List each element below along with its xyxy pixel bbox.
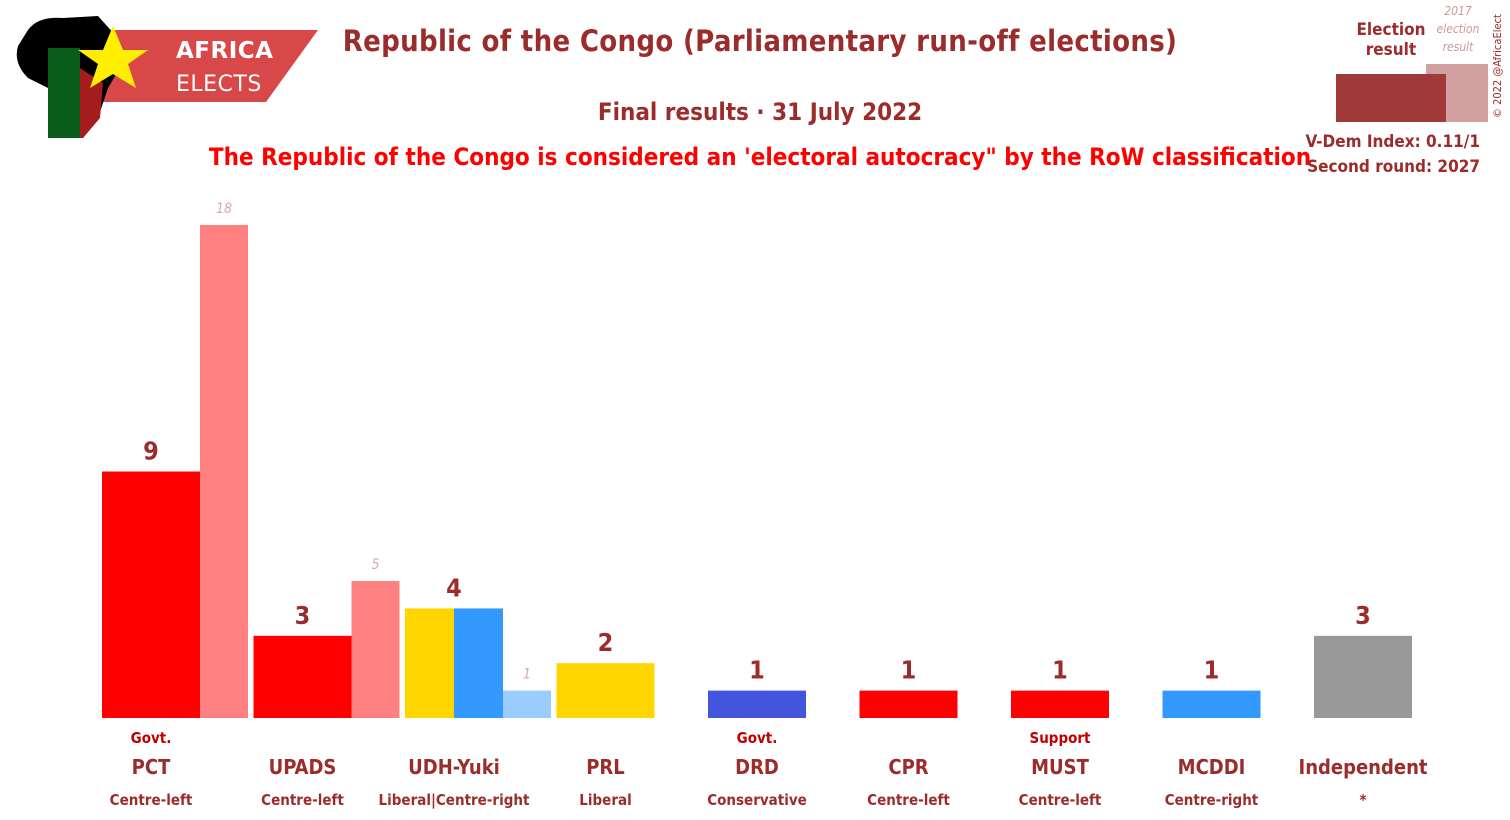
bar-current-independent: [1314, 635, 1412, 718]
party-label-independent: Independent: [1299, 755, 1428, 779]
status-label-drd: Govt.: [737, 729, 778, 747]
logo-elects-text: ELECTS: [176, 72, 262, 97]
party-label-upads: UPADS: [269, 755, 337, 779]
ideology-label-mcddi: Centre-right: [1165, 791, 1259, 809]
status-label-pct: Govt.: [131, 729, 172, 747]
bar-current-drd: [708, 690, 806, 718]
bar-current-cpr: [859, 690, 958, 718]
party-label-must: MUST: [1031, 755, 1089, 779]
ideology-label-drd: Conservative: [707, 791, 807, 809]
party-label-prl: PRL: [586, 755, 625, 779]
chart-subtitle: Final results · 31 July 2022: [597, 98, 923, 126]
bar-previous-pct: [200, 225, 248, 718]
bar-current-must: [1011, 690, 1109, 718]
second-round: Second round: 2027: [1307, 157, 1480, 177]
ideology-label-pct: Centre-left: [110, 791, 193, 809]
ideology-label-prl: Liberal: [579, 791, 631, 809]
value-label-previous-udh-yuki: 1: [523, 667, 531, 683]
value-label-cpr: 1: [901, 656, 917, 685]
ideology-label-independent: *: [1359, 791, 1366, 809]
ideology-label-udh-yuki: Liberal|Centre-right: [379, 791, 530, 810]
party-label-drd: DRD: [735, 755, 779, 779]
bar-current-udh-yuki-2: [454, 608, 503, 718]
ideology-label-upads: Centre-left: [261, 791, 344, 809]
vdem-index: V-Dem Index: 0.11/1: [1305, 132, 1480, 152]
logo-graphic: [16, 16, 318, 138]
legend-current-swatch: [1336, 74, 1446, 122]
bar-previous-udh-yuki: [503, 690, 551, 718]
value-label-prl: 2: [598, 628, 614, 657]
party-label-cpr: CPR: [888, 755, 928, 779]
value-label-must: 1: [1052, 656, 1068, 685]
value-label-previous-upads: 5: [371, 557, 379, 573]
party-label-mcddi: MCDDI: [1178, 755, 1246, 779]
bar-previous-upads: [351, 581, 400, 718]
value-label-upads: 3: [295, 601, 311, 630]
regime-note: The Republic of the Congo is considered …: [208, 143, 1312, 171]
bar-current-prl: [556, 663, 655, 718]
party-label-udh-yuki: UDH-Yuki: [408, 755, 500, 779]
status-label-must: Support: [1029, 729, 1091, 747]
bar-current-mcddi: [1162, 690, 1261, 718]
bar-current-upads: [253, 635, 352, 718]
value-label-mcddi: 1: [1204, 656, 1220, 685]
bar-current-pct: [102, 471, 200, 718]
bar-current-udh-yuki-1: [405, 608, 454, 718]
logo-africa-text: AFRICA: [176, 38, 274, 64]
value-label-drd: 1: [749, 656, 765, 685]
chart-title: Republic of the Congo (Parliamentary run…: [342, 24, 1178, 58]
ideology-label-cpr: Centre-left: [867, 791, 950, 809]
party-label-pct: PCT: [132, 755, 171, 779]
legend-current-label: Election result: [1356, 20, 1426, 60]
value-label-independent: 3: [1355, 601, 1371, 630]
ideology-label-must: Centre-left: [1019, 791, 1102, 809]
africa-elects-logo: AFRICA ELECTS: [8, 8, 328, 143]
value-label-pct: 9: [143, 437, 159, 466]
value-label-udh-yuki: 4: [446, 573, 462, 602]
value-label-previous-pct: 18: [216, 201, 232, 217]
legend-previous-label: 2017 election result: [1436, 4, 1480, 54]
